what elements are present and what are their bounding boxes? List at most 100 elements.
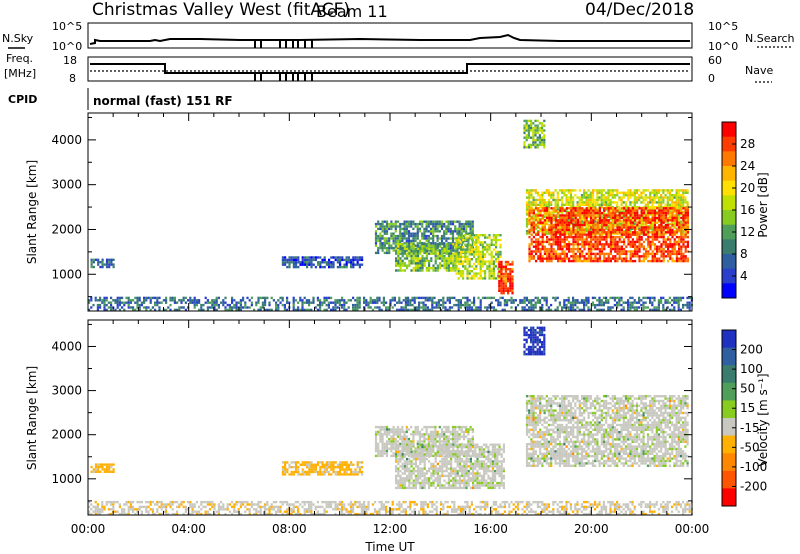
velocity-colorbar-swatch-1 [722,347,736,366]
power-colorbar-tick-4: 12 [740,225,755,239]
nsky-label: N.Sky [2,32,34,45]
freq-tick-bottom: 8 [69,72,76,85]
velocity-x-axis: 00:00 04:00 08:00 12:00 16:00 20:00 00:00 [71,320,710,536]
velocity-region-1 [281,461,364,476]
power-region-0 [90,258,115,269]
velocity-region-0 [90,463,115,473]
power-colorbar-swatch-2 [722,151,736,167]
power-colorbar-tick-5: 8 [740,247,748,261]
cpid-label: CPID [8,93,37,106]
power-colorbar-swatch-8 [722,239,736,255]
velocity-colorbar-tick-2: 50 [740,382,755,396]
nave-tick-bottom: 0 [708,72,715,85]
power-panel: 1000 2000 3000 4000 Slant Range [km] [25,112,693,312]
beam-label: Beam 11 [316,2,388,21]
velocity-heatmap [88,326,693,516]
power-region-6 [523,119,546,149]
x-axis-label: Time UT [364,540,415,554]
power-colorbar-swatch-3 [722,166,736,182]
date-label: 04/Dec/2018 [585,0,694,20]
nave-tick-top: 60 [708,54,722,67]
power-region-5 [498,260,514,295]
velocity-panel: 1000 2000 3000 4000 00:00 04:00 08:00 12:00 16:… [25,319,710,554]
velocity-region-5 [525,395,689,467]
power-colorbar-tick-1: 24 [740,159,755,173]
velocity-colorbar-tick-6: -100 [740,460,767,474]
velocity-colorbar-swatch-9 [722,488,736,507]
velocity-colorbar-swatch-4 [722,400,736,419]
noise-tick-top-right: 10^5 [708,20,738,33]
velocity-colorbar-tick-0: 200 [740,343,763,357]
velocity-region-4 [523,326,546,356]
velocity-colorbar-tick-4: -15 [740,421,760,435]
power-colorbar-swatch-5 [722,195,736,211]
velocity-colorbar-tick-3: 15 [740,401,755,415]
velocity-region-6 [88,500,693,516]
power-colorbar-swatch-0 [722,122,736,138]
velocity-colorbar-swatch-7 [722,453,736,472]
velocity-ytick-label-1: 2000 [51,428,82,442]
power-colorbar-swatch-11 [722,283,736,299]
power-colorbar-swatch-4 [722,180,736,196]
power-colorbar-tick-6: 4 [740,269,748,283]
xtick-label-0: 00:00 [71,522,106,536]
power-colorbar-swatch-10 [722,268,736,284]
velocity-ytick-label-0: 1000 [51,472,82,486]
freq-label: Freq. [6,52,33,65]
power-y-axis: 1000 2000 3000 4000 [51,116,692,298]
velocity-ylabel: Slant Range [km] [25,366,39,470]
velocity-colorbar-swatch-3 [722,382,736,401]
power-colorbar-swatch-1 [722,136,736,152]
velocity-colorbar-tick-5: -50 [740,440,760,454]
power-region-8 [528,207,689,263]
power-colorbar-tick-2: 20 [740,181,755,195]
freq-unit: [MHz] [4,67,36,80]
freq-strip: Freq. [MHz] 18 8 60 0 Nave [4,52,773,85]
xtick-label-6: 00:00 [675,522,710,536]
velocity-colorbar-swatch-5 [722,418,736,437]
noise-tick-bottom-right: 10^0 [708,40,738,53]
power-colorbar-label: Power [dB] [756,172,770,237]
power-region-3 [395,242,457,272]
velocity-colorbar-label: Velocity [m s⁻¹] [756,373,770,466]
power-ytick-label-2: 3000 [51,178,82,192]
xtick-label-2: 08:00 [272,522,307,536]
velocity-colorbar-tick-7: -200 [740,479,767,493]
power-ytick-label-3: 4000 [51,133,82,147]
velocity-colorbar-tick-1: 100 [740,362,763,376]
power-region-4 [455,234,502,280]
velocity-colorbar-swatch-8 [722,470,736,489]
power-colorbar-swatch-9 [722,254,736,270]
freq-tick-top: 18 [63,54,77,67]
noise-tick-top-left: 10^5 [52,20,82,33]
nsearch-label: N.Search [745,32,795,45]
power-colorbar: 28 24 20 16 12 8 4 [721,121,755,299]
xtick-label-4: 16:00 [473,522,508,536]
velocity-ytick-label-3: 4000 [51,339,82,353]
xtick-label-5: 20:00 [574,522,609,536]
power-x-ticks [87,113,693,311]
power-heatmap [88,119,693,312]
velocity-ytick-label-2: 3000 [51,384,82,398]
power-ylabel: Slant Range [km] [25,160,39,264]
velocity-colorbar-swatch-2 [722,365,736,384]
velocity-y-axis: 1000 2000 3000 4000 [51,323,692,502]
power-ytick-label-1: 2000 [51,222,82,236]
velocity-colorbar: 200 100 50 15 -15 -50 -100 -200 [721,329,767,507]
velocity-region-3 [395,443,505,490]
cpid-text: normal (fast) 151 RF [93,94,233,108]
power-ytick-label-0: 1000 [51,267,82,281]
nave-label: Nave [745,64,773,77]
radar-title: Christmas Valley West (fitACF) [92,0,350,20]
noise-tick-bottom-left: 10^0 [52,40,82,53]
power-colorbar-tick-3: 16 [740,203,755,217]
noise-strip: N.Sky 10^5 10^0 10^5 10^0 N.Search [2,20,795,53]
velocity-colorbar-swatch-6 [722,435,736,454]
xtick-label-3: 12:00 [373,522,408,536]
power-colorbar-swatch-6 [722,210,736,226]
power-region-1 [281,256,364,269]
velocity-colorbar-swatch-0 [722,330,736,349]
power-colorbar-swatch-7 [722,224,736,240]
power-colorbar-tick-0: 28 [740,137,755,151]
